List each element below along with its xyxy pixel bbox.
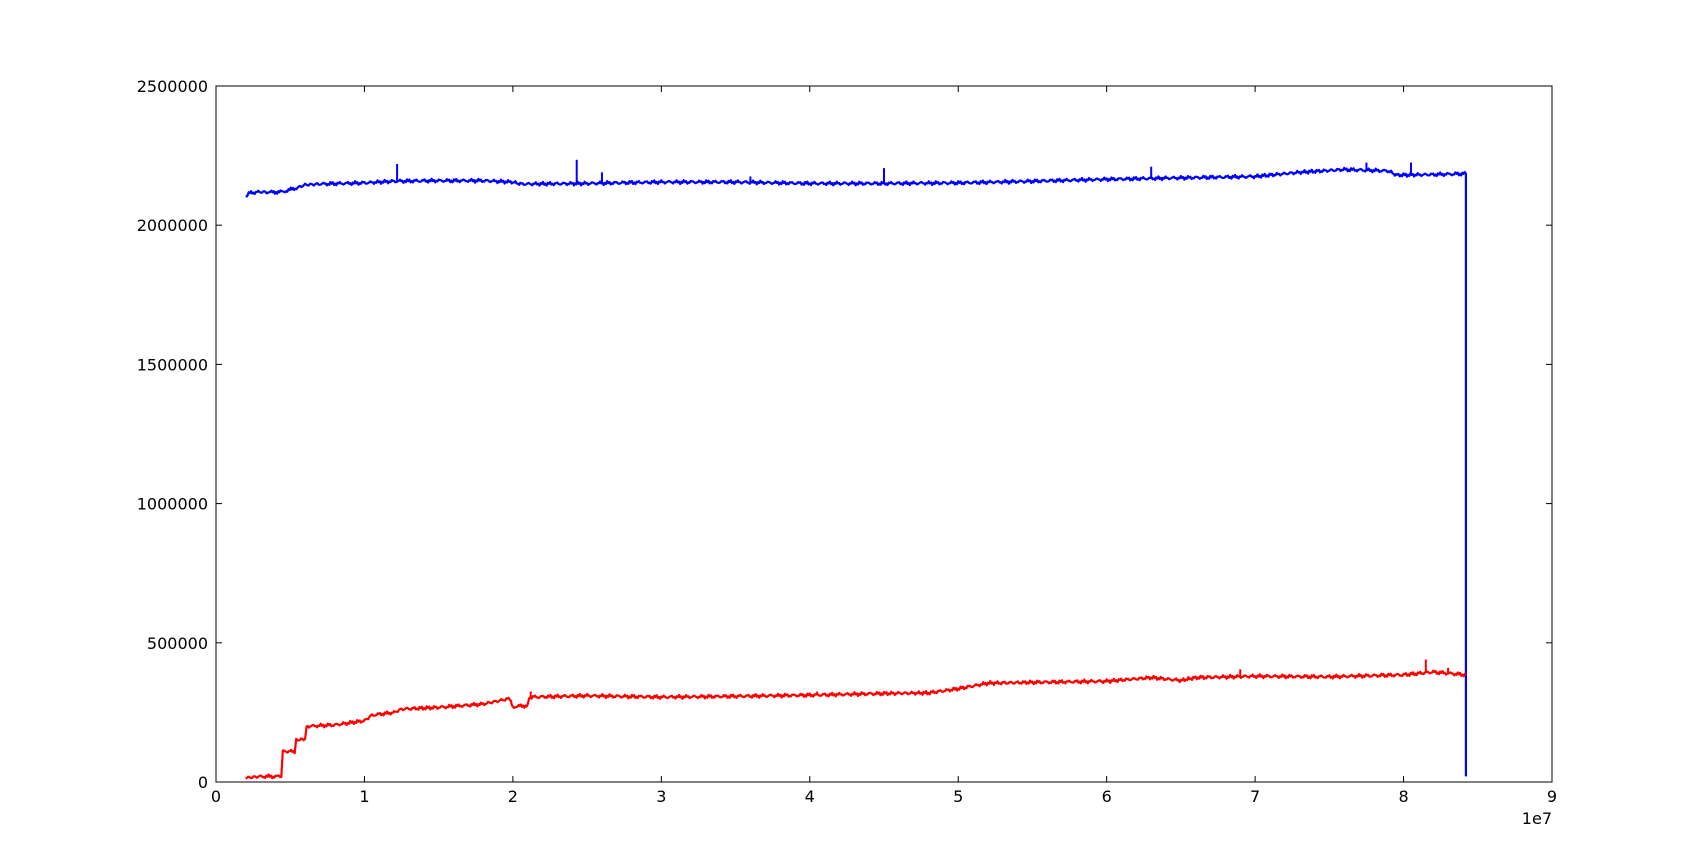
- series-layer: [245, 159, 1467, 780]
- y-tick-label: 2500000: [137, 77, 208, 96]
- y-tick-label: 500000: [147, 634, 208, 653]
- y-tick-label: 1000000: [137, 495, 208, 514]
- x-tick-label: 5: [953, 787, 963, 806]
- x-tick-label: 1: [359, 787, 369, 806]
- y-tick-label: 2000000: [137, 216, 208, 235]
- series-0: [245, 159, 1467, 777]
- x-tick-label: 4: [805, 787, 815, 806]
- series-1: [245, 659, 1467, 780]
- y-tick-label: 0: [198, 773, 208, 792]
- x-offset-label: 1e7: [1522, 809, 1552, 828]
- series-line: [245, 669, 1467, 780]
- x-tick-label: 6: [1102, 787, 1112, 806]
- x-tick-label: 8: [1398, 787, 1408, 806]
- x-tick-label: 2: [508, 787, 518, 806]
- y-tick-label: 1500000: [137, 355, 208, 374]
- x-tick-label: 9: [1547, 787, 1557, 806]
- ticks-layer: 0 1 2 3 4 5 6 7 8 9 0 500000 1000000 1500000 2000000 25…: [137, 77, 1557, 806]
- plot-frame: [215, 85, 1553, 783]
- x-tick-label: 7: [1250, 787, 1260, 806]
- x-tick-label: 0: [211, 787, 221, 806]
- series-line: [245, 166, 1467, 777]
- x-tick-label: 3: [656, 787, 666, 806]
